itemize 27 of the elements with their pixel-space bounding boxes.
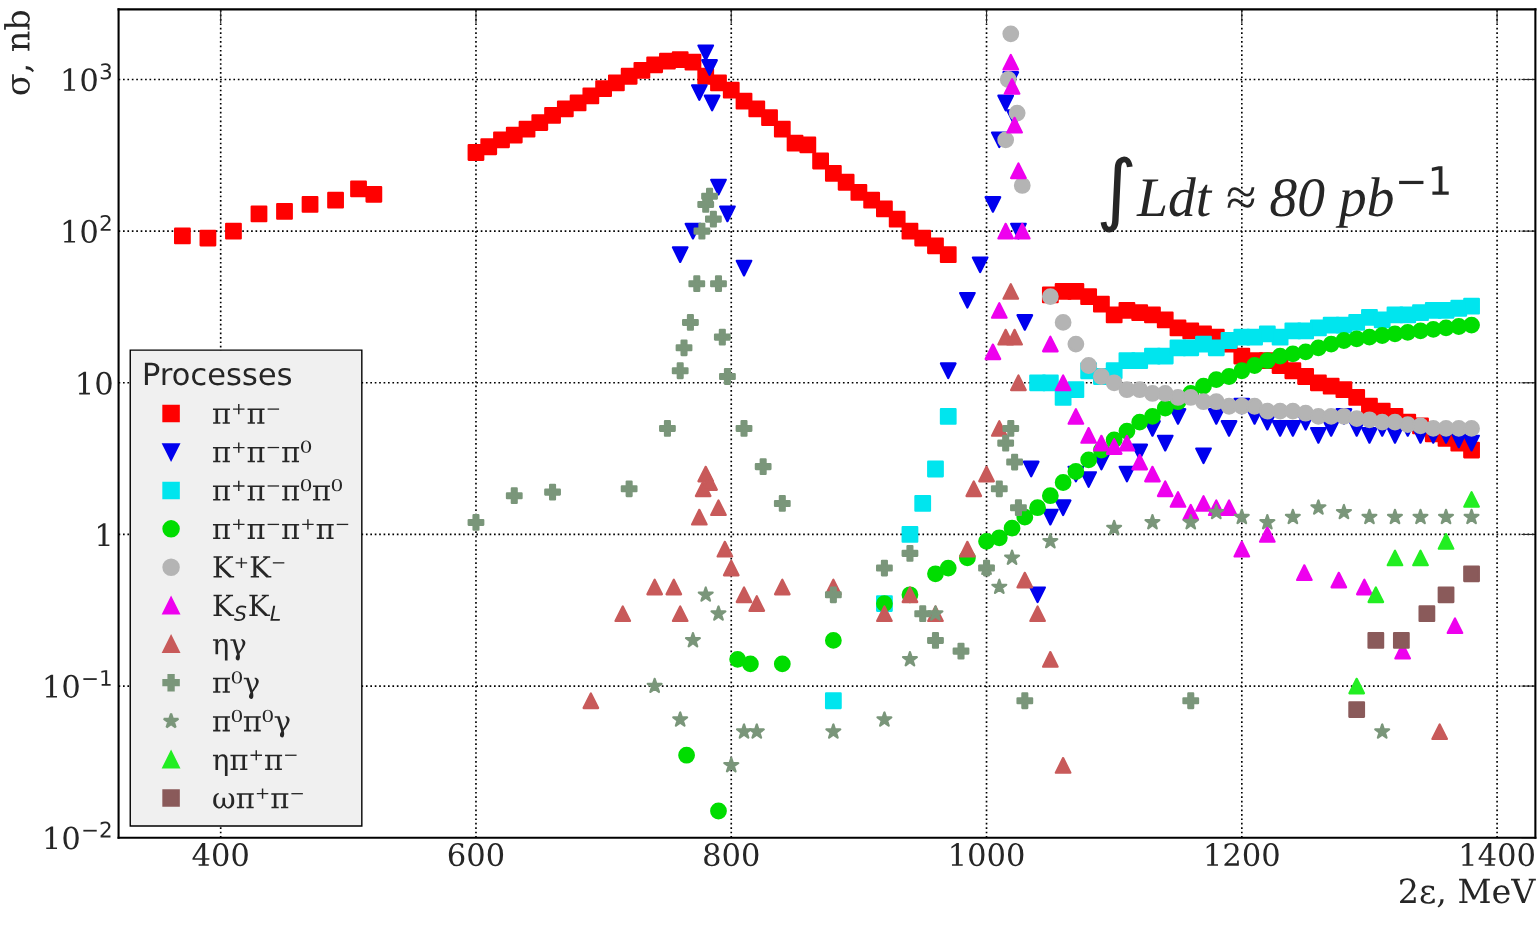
x-tick-label: 600: [448, 843, 504, 867]
legend-label: π⁺π⁻π⁰: [212, 440, 312, 463]
legend-label: ηπ⁺π⁻: [212, 750, 297, 776]
legend-label: K⁺K⁻: [213, 556, 285, 578]
legend-label: π⁺π⁻π⁺π⁻: [212, 519, 349, 540]
y-tick-label: 10$^{−1}$: [45, 670, 111, 698]
y-tick-label: 10$^{3}$: [63, 63, 112, 92]
legend-label: K$_{S}$K$_{L}$: [213, 594, 280, 621]
legend-label: ωπ⁺π⁻: [213, 788, 303, 809]
y-tick-label: 10$^{2}$: [63, 214, 111, 243]
x-tick-label: 1400: [1461, 843, 1534, 867]
legend-label: π⁰π⁰γ: [212, 709, 290, 738]
legend-label: π⁺π⁻π⁰π⁰: [212, 478, 343, 501]
y-tick-label: 10: [78, 371, 112, 395]
x-tick-label: 1000: [951, 843, 1024, 867]
legend-title: Processes: [144, 362, 292, 386]
legend-label: π⁰γ: [212, 671, 259, 699]
y-axis-title: σ, nb: [4, 11, 34, 95]
y-tick-label: 1: [98, 523, 110, 547]
x-tick-label: 1200: [1206, 843, 1279, 867]
annotation: ∫Ldt ≈ 80 pb$^{−1}$: [1100, 156, 1449, 233]
legend-label: ηγ: [212, 638, 246, 661]
x-tick-label: 800: [704, 843, 759, 867]
y-tick-label: 10$^{−2}$: [45, 821, 111, 850]
x-axis-title: 2ε, MeV: [1400, 878, 1536, 908]
legend-label: π⁺π⁻: [212, 403, 280, 424]
x-tick-label: 400: [192, 843, 248, 867]
